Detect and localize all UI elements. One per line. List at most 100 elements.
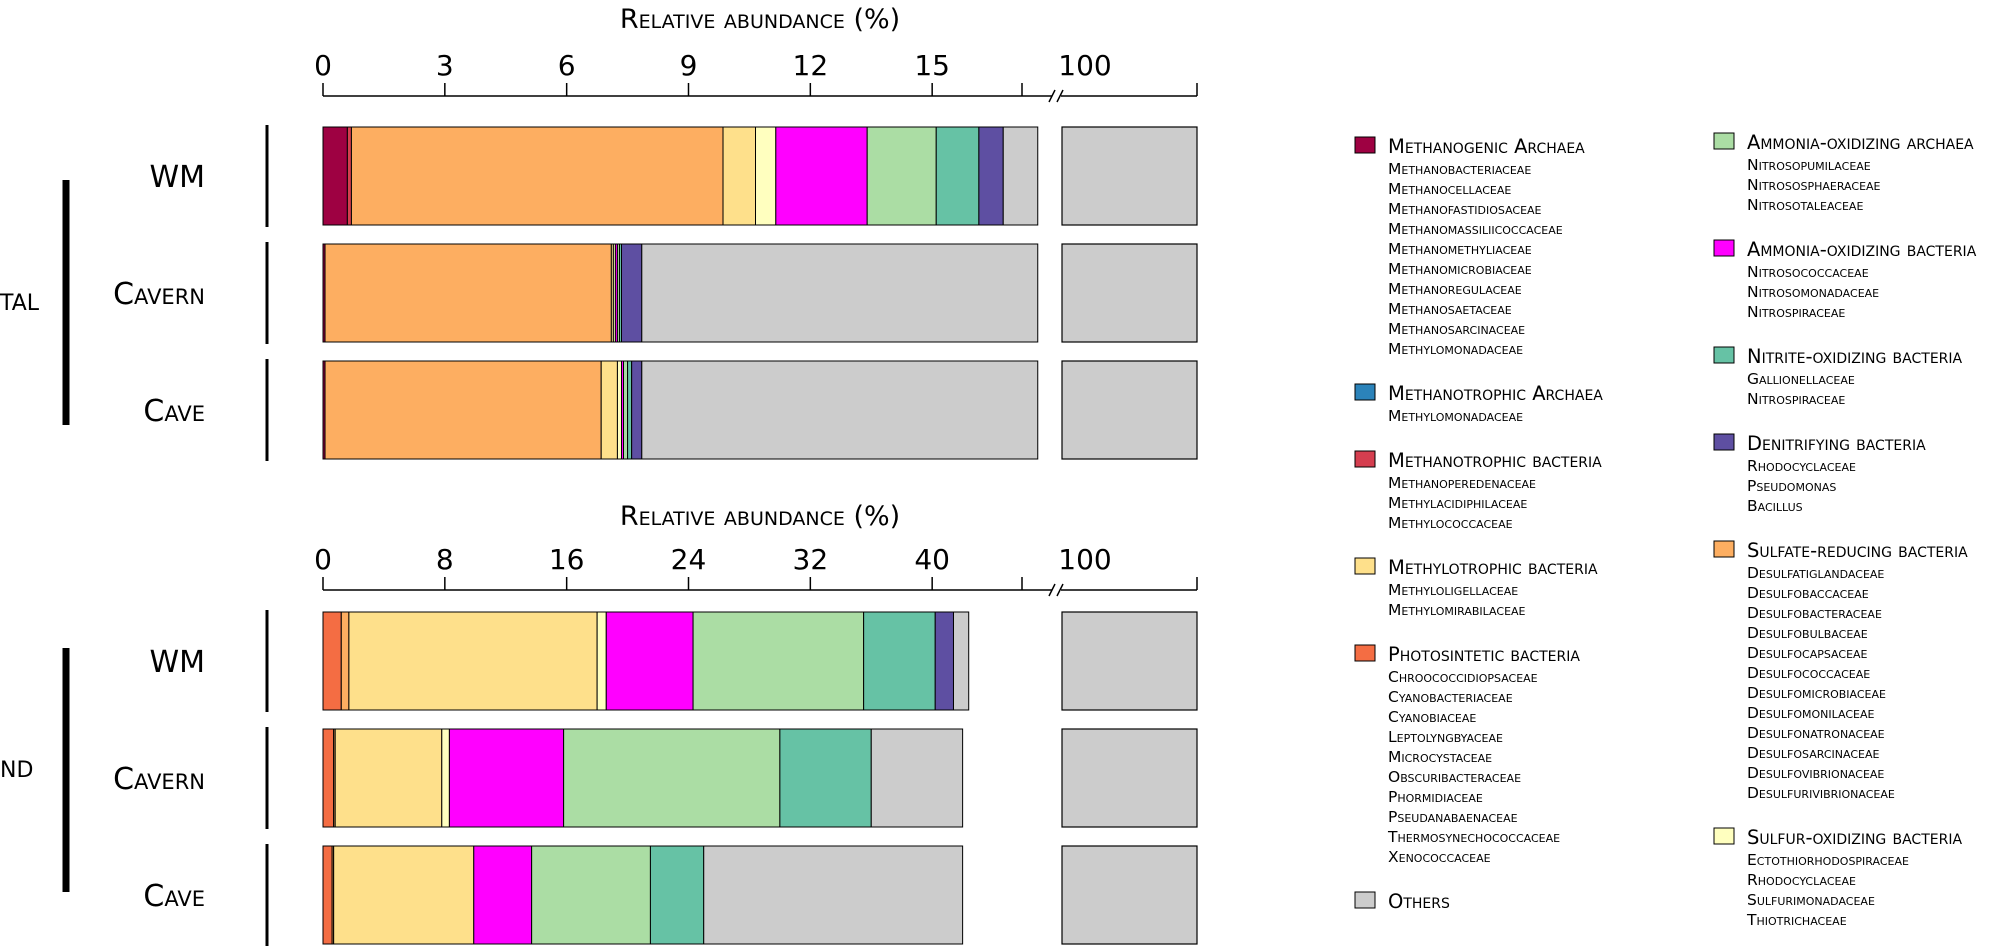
legend-entry-denitrifying-bacteria: Denitrifying bacteria Rhodocyclaceae Pseud… [1713, 432, 1926, 515]
bar-segment-photosintetic-bacteria [322, 611, 342, 711]
legend-family: Desulfurivibrionaceae [1747, 784, 1895, 802]
bar-segment-denitrifying-bacteria [978, 126, 1004, 226]
legend-swatch [1354, 450, 1376, 468]
legend-family: Desulfobaccaceae [1747, 584, 1869, 602]
legend-swatch [1713, 827, 1735, 845]
legend-family: Nitrosotaleaceae [1747, 196, 1863, 214]
x-tick-label-break: 100 [1058, 49, 1111, 82]
legend-swatch [1713, 346, 1735, 364]
legend-family: Methylomonadaceae [1388, 407, 1523, 425]
legend-swatch [1713, 433, 1735, 451]
bar-segment-others [952, 611, 970, 711]
bar-segment-ammonia-oxidizing-bacteria [775, 126, 868, 226]
bar-segment-others [870, 728, 964, 828]
legend-family: Nitrososphaeraceae [1747, 176, 1881, 194]
legend-label: Others [1388, 890, 1450, 913]
legend-family: Methylomonadaceae [1388, 340, 1523, 358]
x-tick-label: 32 [793, 543, 829, 576]
legend-family: Gallionellaceae [1747, 370, 1855, 388]
bar-segment-ammonia-oxidizing-archaea [623, 360, 629, 460]
legend-family: Methanofastidiosaceae [1388, 200, 1542, 218]
bar-segment-methylotrophic-bacteria [348, 611, 598, 711]
legend-family: Methanocellaceae [1388, 180, 1511, 198]
legend-family: Desulfococcaceae [1747, 664, 1870, 682]
legend-family: Leptolyngbyaceae [1388, 728, 1503, 746]
legend-family: Xenococcaceae [1388, 848, 1491, 866]
bar-segment-denitrifying-bacteria [631, 360, 643, 460]
bar-segment-photosintetic-bacteria [322, 845, 333, 945]
bar-segment-methylotrophic-bacteria [334, 728, 443, 828]
legend-swatch [1354, 557, 1376, 575]
x-tick-label: 40 [914, 543, 950, 576]
legend-entry-methanogenic-archaea: Methanogenic Archaea Methanobacteriaceae M… [1354, 135, 1585, 358]
legend-family: Thermosynechococcaceae [1387, 828, 1560, 846]
legend-family: Nitrospiraceae [1747, 390, 1845, 408]
bar-segment-others-break [1061, 243, 1198, 343]
bar-segment-photosintetic-bacteria [322, 728, 335, 828]
x-tick-label: 0 [314, 49, 332, 82]
x-tick-label: 3 [436, 49, 454, 82]
bar-segment-denitrifying-bacteria [934, 611, 954, 711]
legend-family: Methanosarcinaceae [1388, 320, 1525, 338]
bar-segment-others-break [1061, 126, 1198, 226]
legend-family: Nitrosomonadaceae [1747, 283, 1879, 301]
legend-family: Methyloligellaceae [1388, 581, 1518, 599]
bar-segment-nitrite-oxidizing-bacteria [863, 611, 936, 711]
category-label: Cavern [113, 762, 205, 797]
category-label: WM [149, 645, 205, 680]
bar-segment-sulfate-reducing-bacteria [340, 611, 350, 711]
legend-family: Desulfobacteraceae [1747, 604, 1882, 622]
bar-segment-sulfur-oxidizing-bacteria [596, 611, 607, 711]
bar-segment-nitrite-oxidizing-bacteria [627, 360, 633, 460]
legend-family: Desulfomonilaceae [1747, 704, 1875, 722]
bar-segment-nitrite-oxidizing-bacteria [649, 845, 705, 945]
bar-segment-ammonia-oxidizing-bacteria [605, 611, 694, 711]
legend-entry-sulfate-reducing-bacteria: Sulfate-reducing bacteria Desulfatiglanda… [1713, 539, 1968, 802]
legend-swatch [1354, 891, 1376, 909]
legend-family: Methanomassiliicoccaceae [1388, 220, 1563, 238]
legend-family: Pseudomonas [1747, 477, 1836, 495]
axis-break-mark [1048, 89, 1056, 103]
bar-row-cave: Cave [143, 844, 1198, 946]
legend-entry-nitrite-oxidizing-bacteria: Nitrite-oxidizing bacteria Gallionellacea… [1713, 345, 1963, 408]
x-tick-label: 15 [914, 49, 950, 82]
legend-family: Nitrosococcaceae [1747, 263, 1869, 281]
legend-family: Desulfomicrobiaceae [1747, 684, 1886, 702]
bar-segment-ammonia-oxidizing-archaea [866, 126, 937, 226]
category-label: Cave [143, 394, 205, 429]
bar-segment-others-break [1061, 611, 1198, 711]
legend-family: Phormidiaceae [1388, 788, 1483, 806]
legend-family: Nitrospiraceae [1747, 303, 1845, 321]
bar-segment-ammonia-oxidizing-bacteria [473, 845, 533, 945]
legend-family: Desulfatiglandaceae [1747, 564, 1884, 582]
bar-segment-others [703, 845, 964, 945]
legend-family: Pseudanabaenaceae [1388, 808, 1518, 826]
x-tick-label: 24 [671, 543, 707, 576]
bar-segment-sulfur-oxidizing-bacteria [616, 360, 622, 460]
bar-segment-others [641, 360, 1039, 460]
bar-segment-ammonia-oxidizing-archaea [692, 611, 865, 711]
legend-family: Cyanobacteriaceae [1388, 688, 1513, 706]
legend-swatch [1713, 132, 1735, 150]
legend-family: Thiotrichaceae [1746, 911, 1847, 929]
bar-segment-others-break [1061, 360, 1198, 460]
legend-family: Sulfurimonadaceae [1747, 891, 1875, 909]
legend-label: Denitrifying bacteria [1747, 432, 1926, 455]
legend-family: Methanobacteriaceae [1388, 160, 1531, 178]
axis-break-mark [1056, 89, 1064, 103]
category-label: WM [149, 160, 205, 195]
legend-family: Methanomethyliaceae [1388, 240, 1532, 258]
legend-label: Methanotrophic bacteria [1388, 449, 1602, 472]
bar-row-cave: Cave [143, 359, 1198, 461]
legend-entry-methanotrophic-archaea: Methanotrophic Archaea Methylomonadaceae [1354, 382, 1603, 425]
x-tick-label: 16 [549, 543, 585, 576]
legend-family: Methylomirabilaceae [1388, 601, 1526, 619]
legend-label: Methanogenic Archaea [1388, 135, 1585, 158]
legend-swatch [1713, 239, 1735, 257]
legend-family: Desulfocapsaceae [1747, 644, 1868, 662]
legend-label: Ammonia-oxidizing bacteria [1747, 238, 1977, 261]
bar-segment-sulfur-oxidizing-bacteria [441, 728, 450, 828]
bar-segment-sulfate-reducing-bacteria [350, 126, 724, 226]
bar-row-wm: WM [149, 610, 1198, 712]
legend-family: Rhodocyclaceae [1747, 871, 1856, 889]
